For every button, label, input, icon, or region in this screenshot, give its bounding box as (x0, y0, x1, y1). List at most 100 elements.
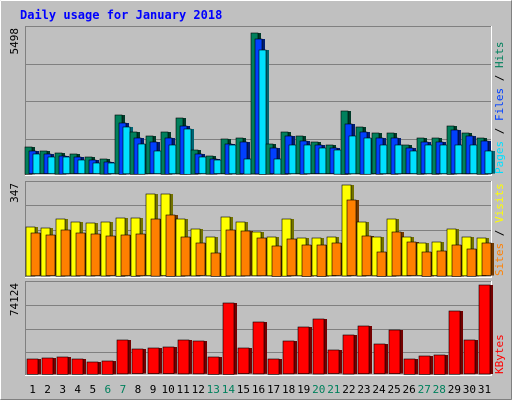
x-tick-label-day-7: 7 (120, 383, 127, 396)
bar-kbytes-day-6 (101, 360, 114, 375)
bar-pages-day-8 (137, 143, 146, 175)
bar-sites-day-3 (60, 229, 71, 277)
bar-sites-day-19 (301, 244, 312, 277)
bar-kbytes-day-31 (478, 284, 491, 375)
chart-panels: 5498 Pages / Files / Hits 347 Sites / Visit… (8, 26, 506, 376)
legend-separator: / (493, 68, 506, 88)
legend-top: Pages / Files / Hits (493, 42, 506, 175)
legend-entry-kbytes: KBytes (493, 334, 506, 374)
bar-sites-day-5 (90, 233, 101, 276)
bar-pages-day-10 (168, 144, 177, 174)
bar-pages-day-14 (228, 144, 237, 174)
panel-top: 5498 Pages / Files / Hits (8, 26, 506, 176)
bar-sites-day-15 (240, 230, 251, 277)
bar-pages-day-5 (92, 162, 101, 174)
x-tick-label-day-27: 27 (418, 383, 431, 396)
legend-separator: / (493, 121, 506, 141)
bar-pages-day-22 (348, 135, 357, 175)
bar-kbytes-day-15 (237, 347, 250, 374)
x-tick-label-day-30: 30 (463, 383, 476, 396)
legend-middle: Sites / Visits (493, 183, 506, 276)
bar-kbytes-day-26 (403, 358, 416, 375)
x-tick-label-day-4: 4 (74, 383, 81, 396)
bar-sites-day-23 (361, 235, 372, 276)
bar-kbytes-day-16 (252, 321, 265, 375)
x-tick-label-day-13: 13 (207, 383, 220, 396)
bar-sites-day-17 (271, 245, 282, 277)
bar-sites-day-12 (195, 242, 206, 276)
bar-kbytes-day-21 (327, 349, 340, 374)
x-tick-label-day-24: 24 (372, 383, 386, 396)
x-tick-label-day-1: 1 (29, 383, 36, 396)
bar-sites-day-20 (316, 244, 327, 277)
x-tick-label-day-5: 5 (89, 383, 96, 396)
bar-pages-day-31 (484, 150, 493, 174)
x-tick-label-day-18: 18 (282, 383, 295, 396)
bar-pages-day-2 (47, 156, 56, 174)
bar-kbytes-day-24 (373, 343, 386, 375)
bar-kbytes-day-14 (222, 302, 235, 375)
bar-sites-day-8 (135, 233, 146, 276)
bar-sites-day-10 (165, 214, 176, 277)
bar-pages-day-16 (258, 49, 267, 175)
x-tick-label-day-31: 31 (478, 383, 491, 396)
legend-entry-pages: Pages (493, 141, 506, 174)
x-tick-label-day-21: 21 (327, 383, 340, 396)
x-tick-label-day-16: 16 (252, 383, 265, 396)
bar-sites-day-11 (180, 236, 191, 277)
axis-max-label-middle: 347 (8, 183, 21, 203)
bar-sites-day-2 (45, 234, 56, 276)
bar-pages-day-1 (32, 153, 41, 174)
bar-sites-day-25 (391, 231, 402, 277)
x-tick-label-day-15: 15 (237, 383, 250, 396)
bar-kbytes-day-5 (86, 361, 99, 375)
bar-kbytes-day-11 (177, 339, 190, 375)
bar-kbytes-day-4 (71, 358, 84, 375)
x-tick-label-day-8: 8 (135, 383, 142, 396)
bar-pages-day-23 (363, 137, 372, 175)
legend-entry-files: Files (493, 88, 506, 121)
bar-pages-day-19 (303, 144, 312, 174)
bar-pages-day-4 (77, 159, 86, 174)
x-tick-label-day-2: 2 (44, 383, 51, 396)
bar-sites-day-18 (286, 238, 297, 277)
x-tick-label-day-26: 26 (403, 383, 416, 396)
x-tick-label-day-23: 23 (357, 383, 370, 396)
bar-sites-day-31 (481, 242, 492, 276)
bar-kbytes-day-9 (147, 347, 160, 374)
bar-pages-day-28 (439, 144, 448, 174)
chart-title: Daily usage for January 2018 (20, 8, 222, 22)
bar-kbytes-day-13 (207, 356, 220, 375)
x-axis-labels: 1 2 3 4 5 6 7 8 9 10 11 12 13 14 15 16 17 18 19 20 21 22 23 24 2… (29, 383, 491, 396)
bar-sites-day-14 (225, 229, 236, 277)
legend-entry-hits: Hits (493, 42, 506, 69)
legend-entry-visits: Visits (493, 183, 506, 223)
bar-kbytes-day-12 (192, 340, 205, 375)
x-tick-label-day-10: 10 (161, 383, 174, 396)
bar-pages-day-30 (469, 144, 478, 174)
bar-pages-day-18 (288, 144, 297, 174)
x-tick-label-day-22: 22 (342, 383, 355, 396)
bar-kbytes-day-7 (116, 339, 129, 375)
bar-kbytes-day-22 (342, 334, 355, 375)
bar-sites-day-9 (150, 218, 161, 277)
bar-kbytes-day-30 (463, 339, 476, 375)
bar-pages-day-24 (379, 144, 388, 174)
legend-entry-sites: Sites (493, 243, 506, 276)
bar-pages-day-26 (409, 150, 418, 174)
bar-kbytes-day-19 (297, 326, 310, 375)
bar-kbytes-day-3 (56, 356, 69, 375)
bar-sites-day-13 (210, 252, 221, 277)
x-tick-label-day-12: 12 (192, 383, 205, 396)
bar-sites-day-30 (466, 248, 477, 277)
bar-kbytes-day-29 (448, 310, 461, 375)
bar-kbytes-day-1 (26, 358, 39, 375)
x-tick-label-day-3: 3 (59, 383, 66, 396)
bar-pages-day-11 (183, 128, 192, 175)
bar-kbytes-day-28 (433, 354, 446, 375)
axis-max-label-bottom: 74124 (8, 283, 21, 316)
x-tick-label-day-20: 20 (312, 383, 325, 396)
bar-pages-day-12 (198, 156, 207, 174)
bar-pages-day-9 (153, 150, 162, 174)
